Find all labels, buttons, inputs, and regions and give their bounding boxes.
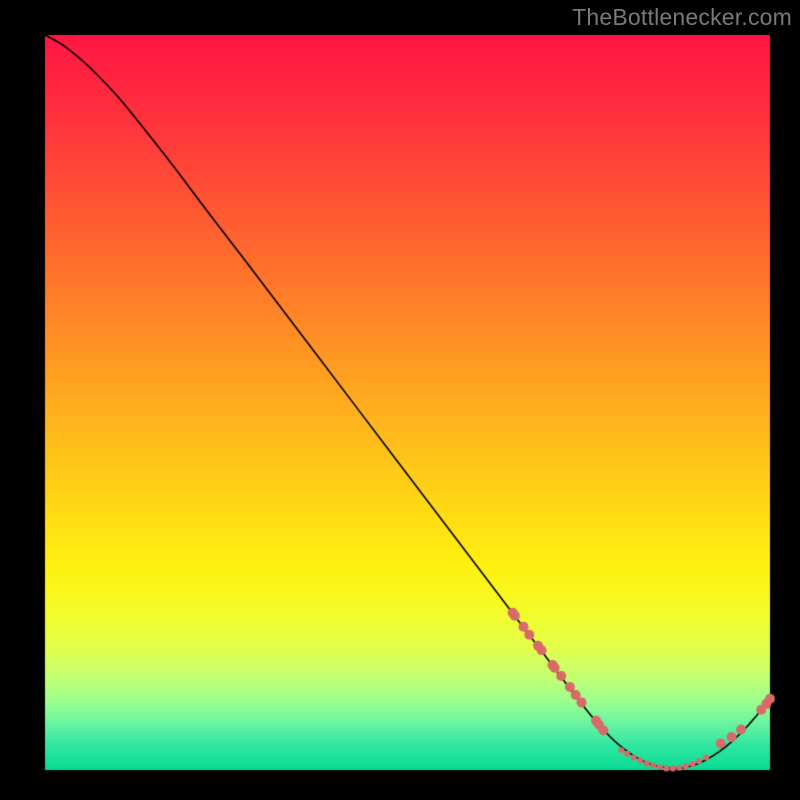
bottleneck-chart-canvas [0, 0, 800, 800]
chart-container: TheBottlenecker.com [0, 0, 800, 800]
watermark-text: TheBottlenecker.com [572, 4, 792, 31]
